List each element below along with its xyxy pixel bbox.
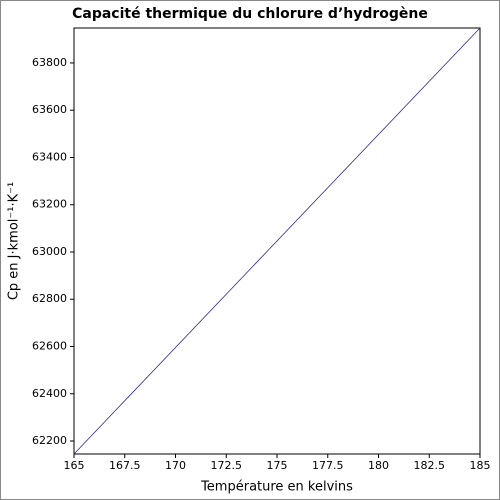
- data-line: [73, 27, 481, 455]
- x-tick-label: 170: [165, 459, 186, 472]
- y-tick-label: 62200: [32, 434, 67, 447]
- chart-title: Capacité thermique du chlorure d’hydrogè…: [72, 6, 428, 22]
- y-axis-label: Cp en J·kmol⁻¹·K⁻¹: [7, 182, 22, 300]
- x-axis-label: Température en kelvins: [200, 480, 353, 495]
- x-tick-label: 165: [64, 459, 85, 472]
- x-tick-label: 175: [267, 459, 288, 472]
- x-tick-label: 177.5: [312, 459, 344, 472]
- x-tick-label: 172.5: [211, 459, 243, 472]
- y-tick-label: 63800: [32, 56, 67, 69]
- x-tick-label: 182.5: [414, 459, 446, 472]
- y-tick-label: 62800: [32, 292, 67, 305]
- y-tick-label: 63600: [32, 103, 67, 116]
- y-tick-label: 63000: [32, 245, 67, 258]
- x-tick-label: 167.5: [109, 459, 141, 472]
- x-tick-label: 180: [368, 459, 389, 472]
- y-tick-label: 62400: [32, 387, 67, 400]
- y-tick-label: 63200: [32, 198, 67, 211]
- y-tick-label: 63400: [32, 150, 67, 163]
- x-tick-label: 185: [470, 459, 491, 472]
- y-tick-label: 62600: [32, 339, 67, 352]
